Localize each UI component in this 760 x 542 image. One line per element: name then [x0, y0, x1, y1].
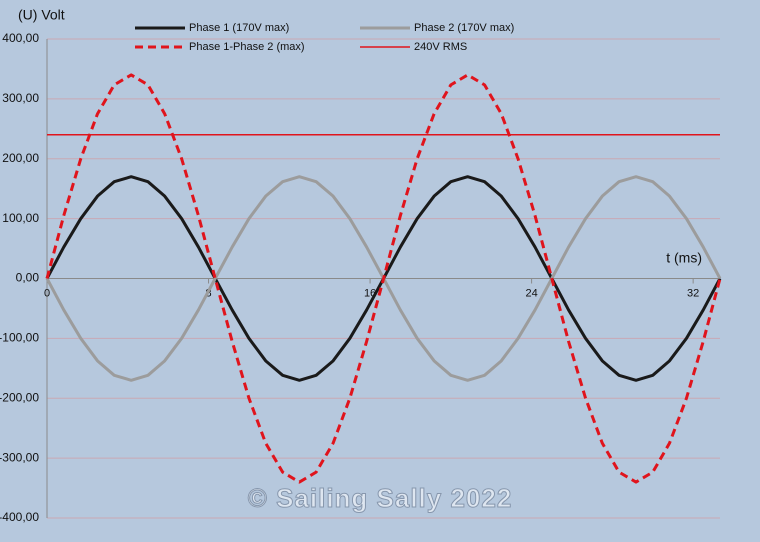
- x-tick-label: 24: [525, 287, 537, 299]
- y-axis-label: (U) Volt: [18, 7, 65, 23]
- y-tick-label: 0,00: [16, 271, 40, 285]
- legend-label: Phase 1-Phase 2 (max): [189, 41, 305, 53]
- y-tick-label: 300,00: [2, 91, 39, 105]
- x-axis-label: t (ms): [666, 250, 702, 266]
- legend-label: Phase 2 (170V max): [414, 22, 514, 34]
- legend-label: 240V RMS: [414, 41, 467, 53]
- y-tick-label: 200,00: [2, 151, 39, 165]
- y-tick-label: -400,00: [0, 510, 39, 524]
- y-tick-label: 100,00: [2, 211, 39, 225]
- legend-label: Phase 1 (170V max): [189, 22, 289, 34]
- y-tick-label: -200,00: [0, 390, 39, 404]
- x-tick-label: 32: [687, 287, 699, 299]
- x-tick-label: 0: [44, 287, 50, 299]
- y-tick-label: -100,00: [0, 331, 39, 345]
- y-tick-label: 400,00: [2, 31, 39, 45]
- watermark: © Sailing Sally 2022: [248, 483, 513, 513]
- series-line: [45, 73, 722, 484]
- y-tick-label: -300,00: [0, 450, 39, 464]
